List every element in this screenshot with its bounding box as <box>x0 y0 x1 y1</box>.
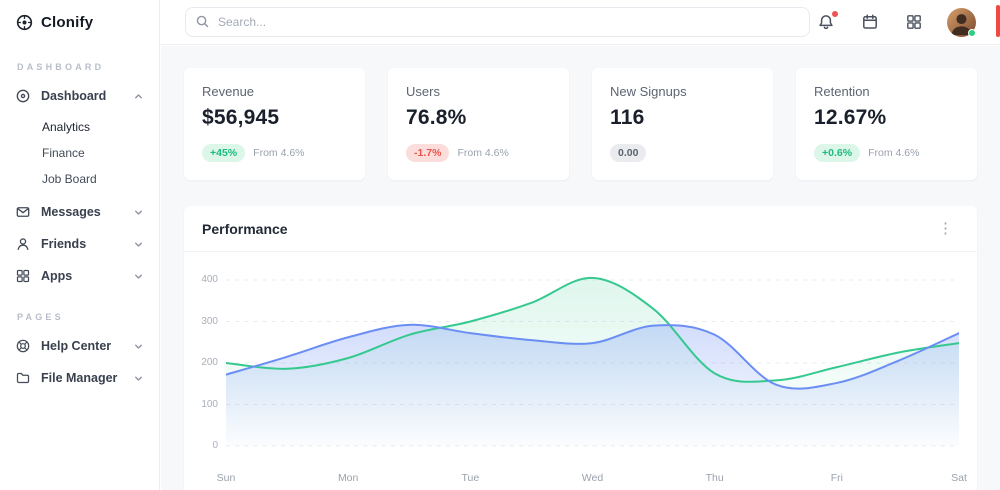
folder-icon <box>15 370 31 386</box>
x-tick-label: Fri <box>830 472 843 484</box>
chevron-down-icon <box>133 373 144 384</box>
x-tick-label: Thu <box>705 472 724 484</box>
stat-value: 76.8% <box>406 106 467 129</box>
chevron-up-icon <box>133 91 144 102</box>
stat-card-new-signups[interactable]: New Signups 116 0.00 <box>592 68 773 180</box>
stat-title: New Signups <box>610 84 687 99</box>
sidebar-item-dashboard[interactable]: Dashboard <box>0 80 159 112</box>
stat-title: Retention <box>814 84 870 99</box>
sidebar-item-help-center[interactable]: Help Center <box>0 330 159 362</box>
scrollbar-thumb[interactable] <box>996 5 1000 37</box>
performance-chart-svg <box>226 276 959 447</box>
sidebar-item-messages[interactable]: Messages <box>0 196 159 228</box>
y-tick-label: 200 <box>201 357 218 368</box>
logo-icon <box>15 13 34 32</box>
stat-note: From 4.6% <box>253 147 305 159</box>
sidebar-item-apps[interactable]: Apps <box>0 260 159 292</box>
x-tick-label: Wed <box>581 472 604 484</box>
topbar-actions <box>815 7 976 37</box>
sidebar-item-friends[interactable]: Friends <box>0 228 159 260</box>
chevron-down-icon <box>133 341 144 352</box>
trend-badge: +0.6% <box>814 144 861 162</box>
sidebar-item-analytics[interactable]: Analytics <box>42 120 91 134</box>
stat-card-users[interactable]: Users 76.8% -1.7% From 4.6% <box>388 68 569 180</box>
stat-value: $56,945 <box>202 106 280 129</box>
performance-chart: 400 300 200 100 0 Sun Mon Tue Wed Thu Fri S <box>184 252 977 484</box>
x-tick-label: Mon <box>337 472 359 484</box>
stat-card-revenue[interactable]: Revenue $56,945 +45% From 4.6% <box>184 68 365 180</box>
envelope-icon <box>15 204 31 220</box>
chevron-down-icon <box>133 239 144 250</box>
x-tick-label: Sat <box>951 472 967 484</box>
stat-title: Revenue <box>202 84 255 99</box>
sidebar-item-label: File Manager <box>41 371 118 385</box>
trend-badge: -1.7% <box>406 144 450 162</box>
brand-name: Clonify <box>41 14 94 31</box>
apps-launcher-button[interactable] <box>903 11 925 33</box>
sidebar-item-label: Apps <box>41 269 73 283</box>
sidebar-item-label: Friends <box>41 237 87 251</box>
kebab-menu-icon[interactable]: ⋮ <box>932 219 959 238</box>
calendar-icon <box>863 14 877 29</box>
section-label-pages: PAGES <box>17 312 64 322</box>
stat-note: From 4.6% <box>457 147 509 159</box>
search-box <box>185 7 810 37</box>
life-ring-icon <box>15 338 31 354</box>
notifications-button[interactable] <box>815 11 838 33</box>
chevron-down-icon <box>133 271 144 282</box>
performance-card: Performance ⋮ 400 300 200 100 0 <box>184 206 977 490</box>
y-tick-label: 300 <box>201 315 218 327</box>
apps-grid-icon <box>907 15 921 29</box>
sidebar-item-finance[interactable]: Finance <box>42 146 85 160</box>
calendar-button[interactable] <box>859 11 881 33</box>
topbar <box>161 0 1000 45</box>
stat-card-retention[interactable]: Retention 12.67% +0.6% From 4.6% <box>796 68 977 180</box>
notification-badge-dot <box>832 11 838 17</box>
grid-icon <box>15 268 31 284</box>
x-tick-label: Tue <box>461 472 480 484</box>
chart-plot-area: Sun Mon Tue Wed Thu Fri Sat <box>217 268 967 484</box>
section-label-dashboard: DASHBOARD <box>17 62 105 72</box>
sidebar: Clonify DASHBOARD Dashboard Analytics Fi… <box>0 0 160 490</box>
stats-row: Revenue $56,945 +45% From 4.6% Users 76.… <box>184 68 977 180</box>
search-icon <box>195 14 210 29</box>
trend-badge: 0.00 <box>610 144 647 162</box>
x-axis-labels: Sun Mon Tue Wed Thu Fri Sat <box>217 472 967 490</box>
stat-value: 116 <box>610 106 645 129</box>
stat-title: Users <box>406 84 440 99</box>
y-tick-label: 100 <box>201 398 218 410</box>
series-line-1 <box>226 323 959 390</box>
sidebar-item-label: Messages <box>41 205 101 219</box>
bell-icon <box>819 15 833 30</box>
user-icon <box>15 236 31 252</box>
sidebar-item-label: Dashboard <box>41 89 107 103</box>
stat-value: 12.67% <box>814 106 887 129</box>
performance-title: Performance <box>202 220 288 237</box>
online-status-dot <box>968 28 976 37</box>
stat-note: From 4.6% <box>868 147 920 159</box>
dashboard-submenu: Analytics Finance Job Board <box>0 112 159 196</box>
trend-badge: +45% <box>202 144 246 162</box>
sidebar-item-file-manager[interactable]: File Manager <box>0 362 159 394</box>
y-tick-label: 0 <box>212 440 218 451</box>
chevron-down-icon <box>133 207 144 218</box>
sidebar-item-job-board[interactable]: Job Board <box>42 172 97 186</box>
sidebar-item-label: Help Center <box>41 339 112 353</box>
performance-header: Performance ⋮ <box>184 206 977 252</box>
user-avatar[interactable] <box>947 7 976 37</box>
series-line-0 <box>226 276 959 383</box>
series-area-1 <box>226 324 959 446</box>
y-tick-label: 400 <box>201 274 218 285</box>
dashboard-icon <box>15 88 31 104</box>
brand-logo[interactable]: Clonify <box>0 0 159 42</box>
x-tick-label: Sun <box>216 472 236 484</box>
main-content: Revenue $56,945 +45% From 4.6% Users 76.… <box>161 46 1000 490</box>
y-axis-labels: 400 300 200 100 0 <box>196 268 226 468</box>
search-input[interactable] <box>185 7 810 37</box>
